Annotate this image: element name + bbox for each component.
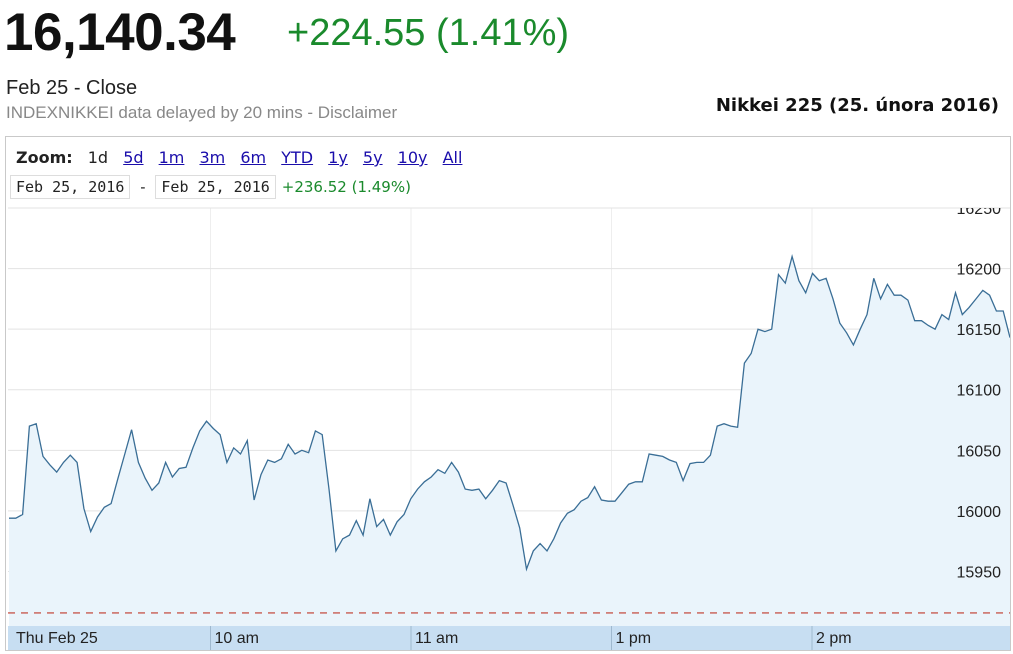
- y-tick-label: 16150: [957, 322, 1002, 339]
- close-label: Feb 25 - Close: [6, 77, 138, 99]
- x-tick-label: 11 am: [415, 630, 458, 647]
- x-tick-label: 10 am: [215, 630, 259, 647]
- zoom-1d[interactable]: 1d: [87, 148, 109, 167]
- zoom-10y[interactable]: 10y: [397, 148, 428, 167]
- zoom-3m[interactable]: 3m: [199, 148, 226, 167]
- zoom-label: Zoom:: [16, 148, 73, 167]
- y-tick-label: 16200: [957, 262, 1002, 279]
- zoom-1m[interactable]: 1m: [158, 148, 185, 167]
- price-change: +224.55 (1.41%): [287, 12, 570, 54]
- y-tick-label: 16100: [957, 383, 1002, 400]
- chart-caption: Nikkei 225 (25. února 2016): [715, 95, 999, 116]
- y-tick-label: 16250: [957, 201, 1002, 218]
- y-tick-label: 16000: [957, 504, 1002, 521]
- series-area: [9, 256, 1010, 626]
- zoom-6m[interactable]: 6m: [240, 148, 267, 167]
- zoom-ytd[interactable]: YTD: [281, 148, 314, 167]
- zoom-controls: Zoom: 1d 5d 1m 3m 6m YTD 1y 5y 10y All: [16, 148, 472, 167]
- x-axis-band: [8, 626, 1010, 650]
- range-start-input[interactable]: Feb 25, 2016: [10, 175, 131, 199]
- zoom-5d[interactable]: 5d: [123, 148, 144, 167]
- range-change: +236.52 (1.49%): [281, 178, 411, 196]
- x-tick-label: 2 pm: [816, 630, 852, 647]
- series-line: [9, 253, 1010, 572]
- chart-frame: [5, 136, 1011, 651]
- date-range: Feb 25, 2016 - Feb 25, 2016 +236.52 (1.4…: [10, 175, 411, 199]
- x-tick-label: 1 pm: [616, 630, 652, 647]
- y-tick-label: 16050: [957, 443, 1002, 460]
- x-tick-label: Thu Feb 25: [16, 630, 98, 647]
- price-value: 16,140.34: [4, 3, 236, 62]
- zoom-all[interactable]: All: [442, 148, 463, 167]
- range-separator: -: [138, 178, 148, 196]
- zoom-5y[interactable]: 5y: [362, 148, 383, 167]
- zoom-1y[interactable]: 1y: [328, 148, 348, 167]
- y-tick-label: 15950: [957, 564, 1002, 581]
- data-disclaimer[interactable]: INDEXNIKKEI data delayed by 20 mins - Di…: [6, 103, 398, 122]
- range-end-input[interactable]: Feb 25, 2016: [155, 175, 276, 199]
